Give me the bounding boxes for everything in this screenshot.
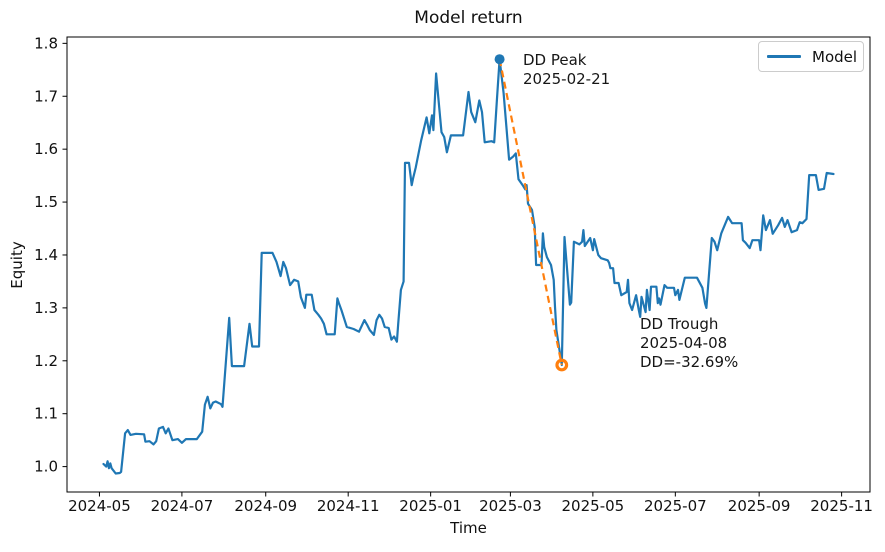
y-tick-label: 1.4 <box>34 246 58 264</box>
x-tick-label: 2025-11 <box>810 497 873 515</box>
trough-annotation-date: 2025-04-08 <box>640 334 728 352</box>
y-axis-label: Equity <box>8 241 26 289</box>
x-tick-label: 2024-09 <box>234 497 297 515</box>
y-tick-label: 1.6 <box>34 140 58 158</box>
x-tick-label: 2024-11 <box>317 497 380 515</box>
legend-label: Model <box>812 47 858 66</box>
y-tick-label: 1.5 <box>34 193 58 211</box>
peak-annotation-date: 2025-02-21 <box>523 70 611 88</box>
legend-line-sample <box>767 55 801 58</box>
trough-annotation-dd: DD=-32.69% <box>640 353 739 371</box>
x-tick-label: 2025-05 <box>562 497 625 515</box>
trough-marker <box>555 358 569 372</box>
x-tick-label: 2025-07 <box>644 497 707 515</box>
y-tick-label: 1.8 <box>34 34 58 52</box>
x-tick-label: 2024-05 <box>68 497 131 515</box>
axes-spines <box>66 36 871 493</box>
x-axis-label: Time <box>450 519 487 537</box>
peak-annotation: DD Peak 2025-02-21 <box>523 51 610 89</box>
y-tick-label: 1.7 <box>34 87 58 105</box>
legend: Model <box>758 41 864 72</box>
y-tick-label: 1.0 <box>34 458 58 476</box>
peak-annotation-title: DD Peak <box>523 51 587 69</box>
drawdown-connector <box>498 59 563 366</box>
trough-annotation: DD Trough 2025-04-08 DD=-32.69% <box>640 315 738 372</box>
peak-marker <box>494 54 505 65</box>
y-tick-label: 1.3 <box>34 299 58 317</box>
y-tick-label: 1.2 <box>34 352 58 370</box>
y-tick-label: 1.1 <box>34 405 58 423</box>
x-tick-label: 2025-01 <box>399 497 462 515</box>
x-tick-label: 2024-07 <box>151 497 214 515</box>
trough-annotation-title: DD Trough <box>640 315 719 333</box>
x-tick-label: 2025-03 <box>479 497 542 515</box>
model-line <box>102 58 835 475</box>
chart-title: Model return <box>414 8 523 28</box>
x-tick-label: 2025-09 <box>728 497 791 515</box>
